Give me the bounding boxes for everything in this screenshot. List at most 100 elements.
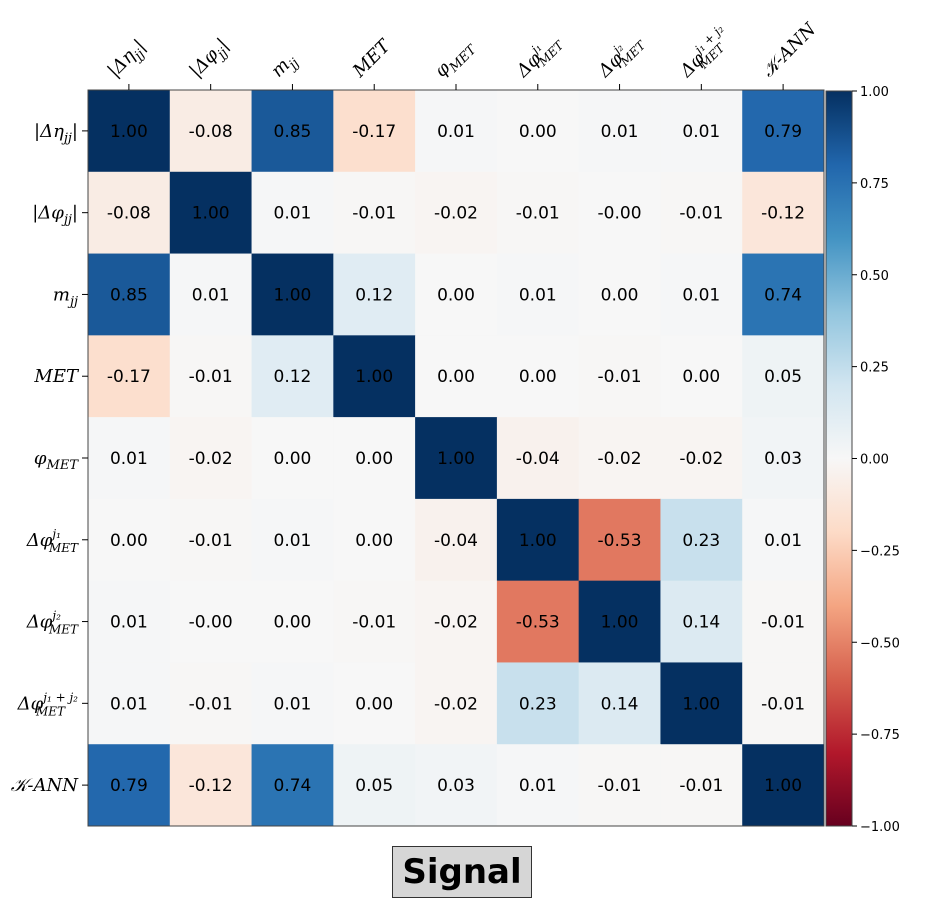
heatmap-cell bbox=[578, 744, 661, 827]
heatmap-cell bbox=[415, 498, 498, 582]
heatmap-cell bbox=[660, 90, 743, 173]
heatmap-cell bbox=[578, 417, 661, 500]
heatmap-cell bbox=[742, 417, 825, 500]
colorbar-tick-label: −0.75 bbox=[860, 728, 900, 743]
cell-value-label: 0.00 bbox=[519, 367, 557, 387]
heatmap-cell bbox=[88, 253, 171, 336]
cell-value-label: 0.01 bbox=[519, 285, 557, 305]
heatmap-cell bbox=[169, 90, 253, 173]
cell-value-label: -0.01 bbox=[352, 204, 396, 224]
cell-value-label: 1.00 bbox=[355, 367, 393, 387]
cell-value-label: -0.17 bbox=[107, 367, 151, 387]
heatmap-cell bbox=[333, 417, 416, 500]
heatmap-cell bbox=[660, 498, 743, 582]
heatmap-cell bbox=[660, 253, 743, 336]
heatmap-cell bbox=[251, 662, 334, 745]
cell-value-label: 0.01 bbox=[192, 285, 230, 305]
heatmap-cell bbox=[415, 253, 498, 336]
heatmap-cell bbox=[742, 498, 825, 582]
cell-value-label: 0.00 bbox=[274, 449, 312, 469]
cell-value-label: -0.01 bbox=[352, 613, 396, 633]
cell-value-label: 0.01 bbox=[110, 694, 148, 714]
heatmap-cell bbox=[251, 744, 334, 827]
cell-value-label: 1.00 bbox=[192, 204, 230, 224]
cell-value-label: 0.05 bbox=[764, 367, 802, 387]
cell-value-label: -0.04 bbox=[434, 531, 478, 551]
chart-title: Signal bbox=[392, 846, 532, 898]
heatmap-cell bbox=[415, 335, 498, 418]
cell-value-label: 0.01 bbox=[274, 694, 312, 714]
cell-value-label: -0.08 bbox=[189, 122, 233, 142]
cell-value-label: 0.85 bbox=[274, 122, 312, 142]
cell-value-label: 0.00 bbox=[110, 531, 148, 551]
cell-value-label: 1.00 bbox=[110, 122, 148, 142]
cell-value-label: -0.01 bbox=[189, 367, 233, 387]
y-tick-label: Δφj₂ MET bbox=[26, 609, 79, 637]
cell-value-label: 0.00 bbox=[682, 367, 720, 387]
cell-value-label: 0.01 bbox=[110, 449, 148, 469]
cell-value-label: -0.00 bbox=[598, 204, 642, 224]
heatmap-cell bbox=[169, 744, 253, 827]
cell-value-label: -0.02 bbox=[679, 449, 723, 469]
cell-value-label: 0.03 bbox=[437, 776, 475, 796]
heatmap-cell bbox=[415, 171, 498, 255]
cell-value-label: 0.00 bbox=[519, 122, 557, 142]
cell-value-label: -0.00 bbox=[189, 613, 233, 633]
heatmap-cell bbox=[742, 580, 825, 663]
heatmap-cell bbox=[333, 662, 416, 745]
heatmap-cell bbox=[496, 90, 580, 173]
heatmap-cell bbox=[169, 335, 253, 418]
colorbar-tick-label: 0.50 bbox=[860, 269, 889, 284]
cell-value-label: -0.02 bbox=[434, 613, 478, 633]
cell-value-label: -0.02 bbox=[598, 449, 642, 469]
cell-value-label: 0.01 bbox=[110, 613, 148, 633]
cell-value-label: 0.00 bbox=[274, 613, 312, 633]
heatmap-cell bbox=[169, 253, 253, 336]
x-tick-label: |Δφjj| bbox=[185, 34, 235, 84]
y-tick-label: mjj bbox=[53, 284, 78, 309]
y-tick-label: MET bbox=[33, 366, 80, 387]
heatmap-cell bbox=[742, 662, 825, 745]
cell-value-label: 0.12 bbox=[355, 285, 393, 305]
heatmap-cell bbox=[251, 580, 334, 663]
cell-value-label: 0.01 bbox=[274, 204, 312, 224]
heatmap-cell bbox=[88, 744, 171, 827]
heatmap-cell bbox=[578, 498, 661, 582]
heatmap-cell bbox=[742, 90, 825, 173]
heatmap-cell bbox=[88, 662, 171, 745]
colorbar-tick-label: −0.25 bbox=[860, 544, 900, 559]
cell-value-label: 1.00 bbox=[519, 531, 557, 551]
cell-value-label: -0.01 bbox=[598, 367, 642, 387]
cell-value-label: -0.01 bbox=[516, 204, 560, 224]
heatmap-cell bbox=[333, 171, 416, 255]
x-tick-label: |Δηjj| bbox=[104, 36, 153, 85]
colorbar-tick-label: 0.75 bbox=[860, 177, 889, 192]
heatmap-cell bbox=[169, 171, 253, 255]
heatmap-cell bbox=[496, 662, 580, 745]
y-tick-label: |Δηjj| bbox=[34, 121, 78, 146]
heatmap-cell bbox=[169, 662, 253, 745]
cell-value-label: -0.04 bbox=[516, 449, 560, 469]
heatmap-cell bbox=[169, 498, 253, 582]
cell-value-label: 0.01 bbox=[437, 122, 475, 142]
heatmap-cell-values: 1.00 -0.08 0.85 -0.17 0.01 0.00 0.01 0.01 0.79 -0… bbox=[107, 122, 805, 796]
heatmap-cell bbox=[496, 498, 580, 582]
y-tick-label: 𝒦-ANN bbox=[11, 775, 80, 796]
heatmap-cell bbox=[578, 580, 661, 663]
y-tick-label: Δφj₁ + j₂ MET bbox=[17, 690, 79, 718]
heatmap-cell bbox=[496, 335, 580, 418]
heatmap-cell bbox=[578, 253, 661, 336]
y-axis-ticks: |Δηjj| |Δφjj| mjj MET φMET Δφj₁ MET Δφj₂ MET Δφj₁… bbox=[11, 121, 88, 796]
cell-value-label: 1.00 bbox=[437, 449, 475, 469]
cell-value-label: -0.01 bbox=[189, 694, 233, 714]
cell-value-label: 0.03 bbox=[764, 449, 802, 469]
heatmap-cell bbox=[660, 744, 743, 827]
cell-value-label: 0.01 bbox=[601, 122, 639, 142]
cell-value-label: 0.00 bbox=[601, 285, 639, 305]
cell-value-label: 0.01 bbox=[764, 531, 802, 551]
cell-value-label: 0.14 bbox=[682, 613, 720, 633]
heatmap-cell bbox=[251, 335, 334, 418]
heatmap-cell bbox=[88, 417, 171, 500]
cell-value-label: 0.01 bbox=[682, 285, 720, 305]
cell-value-label: -0.01 bbox=[679, 776, 723, 796]
